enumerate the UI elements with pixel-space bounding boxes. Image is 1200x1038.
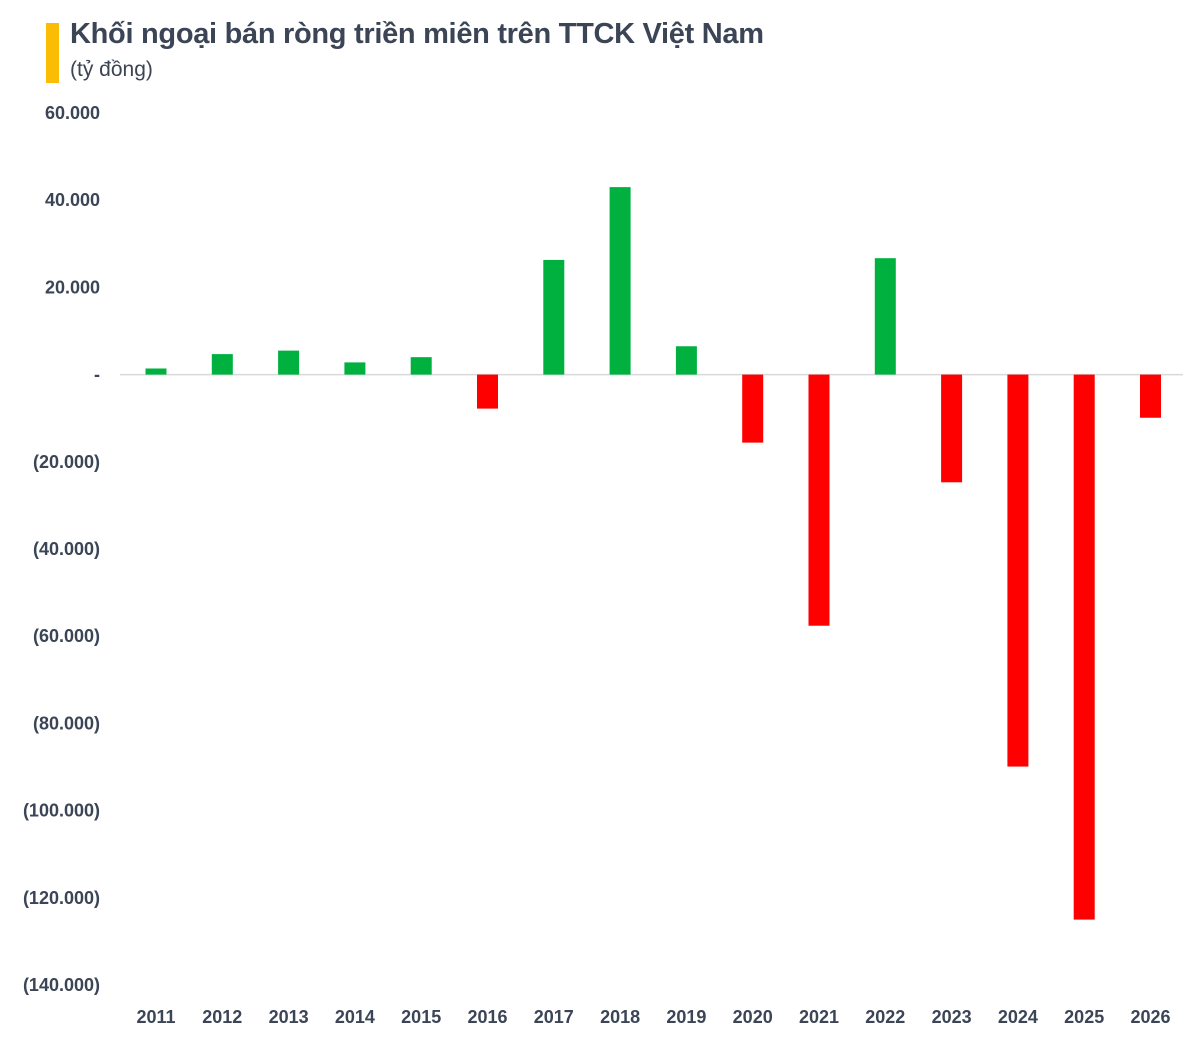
bar-2021: [808, 374, 830, 626]
x-tick-label: 2011: [136, 1007, 175, 1027]
x-tick-label: 2022: [865, 1007, 905, 1027]
y-tick-label: (80.000): [33, 713, 100, 733]
bar-2017: [543, 259, 565, 375]
bar-2025: [1073, 374, 1095, 920]
x-tick-label: 2013: [269, 1007, 309, 1027]
x-tick-label: 2023: [932, 1007, 972, 1027]
x-tick-label: 2017: [534, 1007, 574, 1027]
bar-2016: [477, 374, 498, 409]
x-tick-label: 2026: [1130, 1007, 1170, 1027]
x-tick-label: 2012: [202, 1007, 242, 1027]
chart-title: Khối ngoại bán ròng triền miên trên TTCK…: [70, 18, 764, 50]
y-tick-label: (140.000): [23, 975, 100, 995]
x-tick-label: 2016: [467, 1007, 507, 1027]
bar-2011: [145, 368, 167, 375]
x-tick-label: 2014: [335, 1007, 375, 1027]
y-tick-label: (120.000): [23, 888, 100, 908]
x-tick-label: 2025: [1064, 1007, 1104, 1027]
bar-2013: [278, 350, 300, 375]
bar-2012: [211, 354, 233, 375]
bar-2026: [1140, 374, 1161, 418]
y-tick-label: 20.000: [45, 277, 100, 297]
x-tick-label: 2020: [733, 1007, 773, 1027]
x-tick-label: 2019: [666, 1007, 706, 1027]
bar-2022: [874, 258, 896, 375]
y-tick-label: -: [94, 365, 100, 385]
x-tick-label: 2015: [401, 1007, 441, 1027]
bar-2018: [609, 187, 631, 375]
bar-2024: [1007, 374, 1029, 767]
title-accent-bar: [46, 23, 59, 83]
y-tick-label: 60.000: [45, 103, 100, 123]
y-tick-label: (100.000): [23, 801, 100, 821]
x-tick-label: 2024: [998, 1007, 1038, 1027]
bar-2014: [344, 362, 366, 375]
x-tick-label: 2018: [600, 1007, 640, 1027]
y-tick-label: (60.000): [33, 626, 100, 646]
bar-2020: [742, 374, 764, 443]
bar-2015: [410, 357, 432, 375]
bar-2019: [675, 346, 697, 375]
y-tick-label: 40.000: [45, 190, 100, 210]
bar-2023: [941, 374, 963, 483]
chart-subtitle: (tỷ đồng): [70, 58, 153, 81]
y-tick-label: (20.000): [33, 452, 100, 472]
y-tick-label: (40.000): [33, 539, 100, 559]
x-tick-label: 2021: [799, 1007, 839, 1027]
